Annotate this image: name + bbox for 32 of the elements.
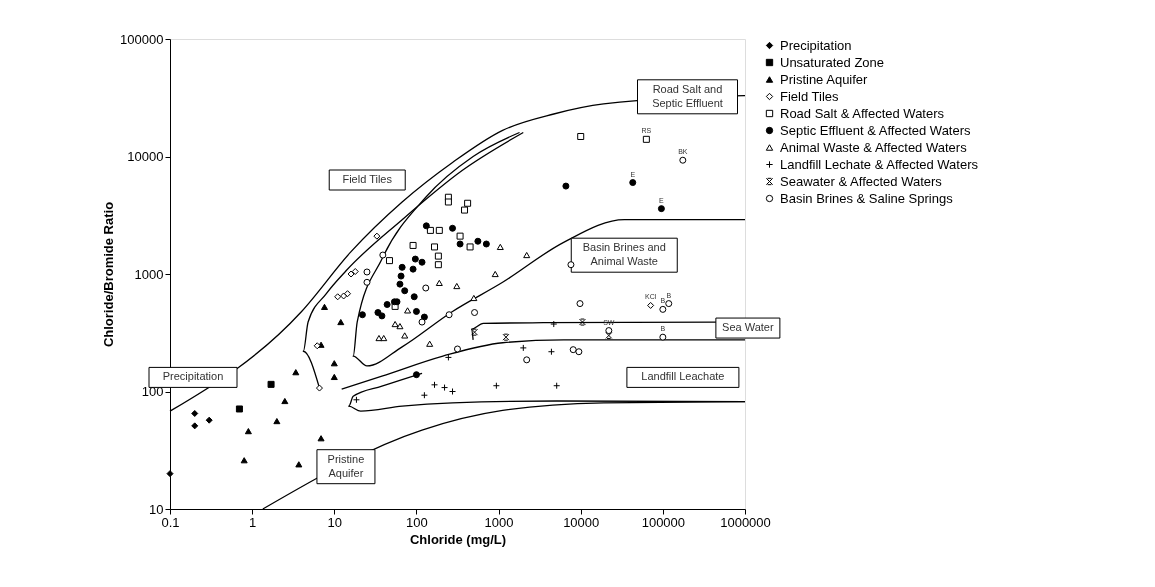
annotation: Basin Brines and Animal Waste [582,241,666,268]
annotation: Field Tiles [342,173,393,185]
x-tick-label: 1 [249,514,257,530]
x-tick-label: 1000 [484,514,514,530]
x-tick-label: 100 [406,514,428,530]
y-tick-label: 1000 [134,266,164,282]
legend-label: Unsaturated Zone [780,54,885,70]
legend-label: Road Salt & Affected Waters [780,105,945,121]
legend-label: Seawater & Affected Waters [780,173,943,189]
legend-label: Septic Effluent & Affected Waters [780,122,972,138]
legend-label: Basin Brines & Saline Springs [780,190,954,206]
legend-label: Animal Waste & Affected Waters [780,139,968,155]
y-tick-label: 10000 [127,149,164,164]
y-tick-label: 10 [149,501,164,517]
annotation: Landfill Leachate [641,370,725,383]
annotation: Sea Water [722,321,774,334]
x-tick-label: 0.1 [161,514,180,530]
y-tick-label: 100 [141,384,164,399]
x-tick-label: 10 [327,514,343,530]
x-tick-label: 100000 [641,514,686,530]
legend-label: Landfill Lechate & Affected Waters [780,156,979,172]
x-tick-label: 10000 [563,514,600,530]
annotation: Pristine Aquifer [327,452,365,479]
legend-label: Field Tiles [780,88,840,104]
y-axis-title: Chloride/Bromide Ratio [101,201,117,348]
annotation: Road Salt and Septic Effluent [652,82,723,109]
legend-label: Precipitation [780,37,852,53]
x-axis-title: Chloride (mg/L) [409,531,507,547]
annotation: Precipitation [162,370,224,383]
x-tick-label: 1000000 [720,514,771,530]
legend-label: Pristine Aquifer [780,71,869,87]
y-tick-label: 100000 [120,31,164,47]
